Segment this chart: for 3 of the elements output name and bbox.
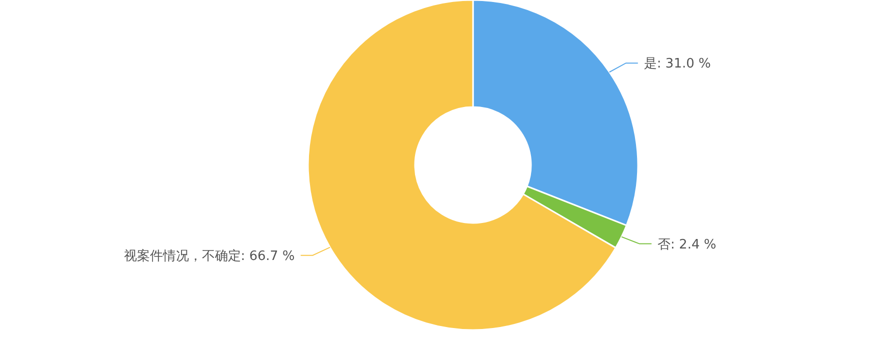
slice-label: 是: 31.0 % xyxy=(644,56,711,72)
slice-label: 否: 2.4 % xyxy=(658,237,716,252)
slice-label: 视案件情况，不确定: 66.7 % xyxy=(124,248,295,264)
